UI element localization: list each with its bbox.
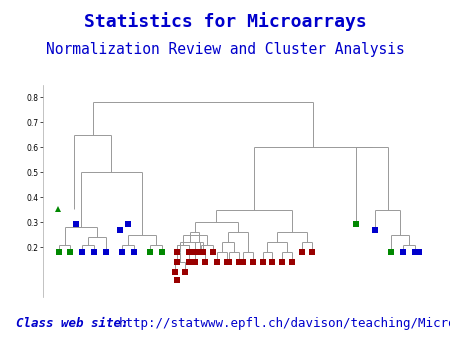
Text: Statistics for Microarrays: Statistics for Microarrays [84,12,366,31]
Text: Class web site:: Class web site: [16,317,128,330]
Text: http://statwww.epfl.ch/davison/teaching/Microarrays/: http://statwww.epfl.ch/davison/teaching/… [119,317,450,330]
Text: Normalization Review and Cluster Analysis: Normalization Review and Cluster Analysi… [45,42,405,57]
